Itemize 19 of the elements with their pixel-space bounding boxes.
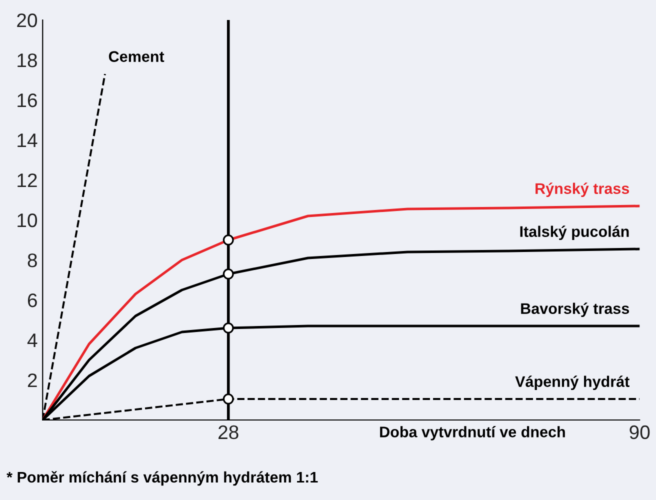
y-tick-label: 8 <box>28 253 37 268</box>
y-tick-label: 18 <box>18 53 37 68</box>
y-tick-label: 6 <box>28 293 37 308</box>
series-label: Rýnský trass <box>536 182 630 197</box>
series-label: Bavorský trass <box>521 302 630 317</box>
y-tick-label: 12 <box>18 173 37 188</box>
y-tick-label: 10 <box>18 213 38 228</box>
series-label: Cement <box>108 51 164 62</box>
y-tick-label: 16 <box>18 93 37 108</box>
x-axis-title: Doba vytvrdnutí ve dnech <box>380 426 565 440</box>
y-tick-label: 4 <box>27 334 38 348</box>
series-label: Italský pucolán <box>520 226 629 240</box>
x-tick-label: 90 <box>630 425 650 440</box>
x-tick-label: 28 <box>218 425 238 440</box>
y-tick-label: 2 <box>28 373 37 388</box>
text: * Poměr míchání s vápenným hydrátem 1:1 <box>6 471 318 486</box>
y-tick-label: 20 <box>17 13 38 28</box>
y-tick-label: 14 <box>18 134 38 148</box>
series-label: Vápenný hydrát <box>515 376 630 390</box>
